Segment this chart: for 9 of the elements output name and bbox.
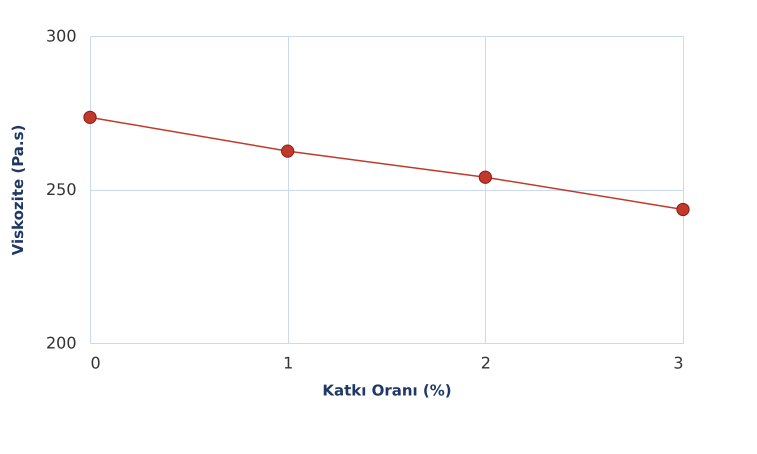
y-tick-label: 300 <box>46 26 76 46</box>
x-tick-label: 1 <box>283 354 294 372</box>
x-tick-label: 3 <box>673 354 684 372</box>
x-tick-label: 2 <box>480 354 491 372</box>
y-axis-title: Viskozite (Pa.s) <box>8 124 27 256</box>
x-axis-title: Katkı Oranı (%) <box>322 382 452 400</box>
y-tick-label: 200 <box>46 334 76 352</box>
x-tick-label: 0 <box>90 354 101 372</box>
y-tick-label: 250 <box>46 180 76 199</box>
